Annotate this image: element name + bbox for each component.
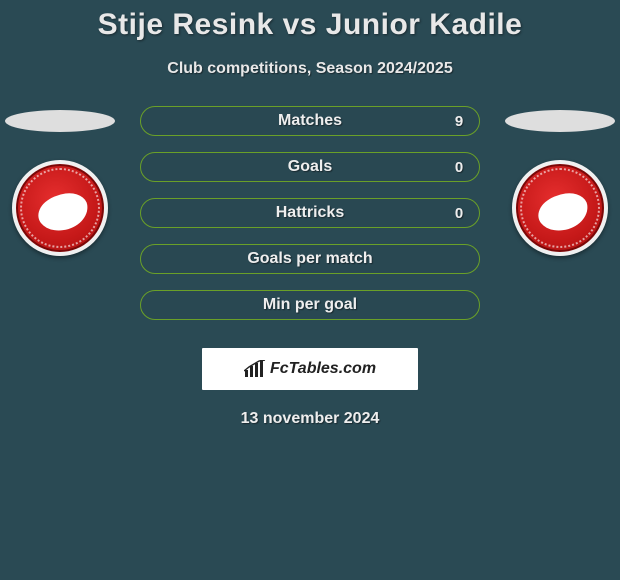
branding-text: FcTables.com [270,360,376,378]
branding-box[interactable]: FcTables.com [202,348,418,390]
stat-rows: Matches 9 Goals 0 Hattricks 0 Goals per … [140,106,480,336]
subtitle: Club competitions, Season 2024/2025 [0,60,620,78]
player-right-club-badge [512,160,608,256]
comparison-area: Matches 9 Goals 0 Hattricks 0 Goals per … [0,106,620,336]
stat-label: Goals [181,158,439,176]
stat-row: Hattricks 0 [140,198,480,228]
stat-row: Goals per match [140,244,480,274]
stat-right-value: 0 [439,205,479,222]
player-left-club-badge [12,160,108,256]
page-title: Stije Resink vs Junior Kadile [0,0,620,42]
stat-label: Goals per match [181,250,439,268]
stat-label: Hattricks [181,204,439,222]
stat-right-value: 9 [439,113,479,130]
stat-row: Min per goal [140,290,480,320]
stat-right-value: 0 [439,159,479,176]
player-left-column [0,106,120,256]
date-line: 13 november 2024 [0,410,620,428]
stat-row: Matches 9 [140,106,480,136]
bar-chart-icon [244,360,266,378]
stat-row: Goals 0 [140,152,480,182]
player-left-avatar-placeholder [5,110,115,132]
player-right-avatar-placeholder [505,110,615,132]
stat-label: Matches [181,112,439,130]
player-right-column [500,106,620,256]
stat-label: Min per goal [181,296,439,314]
